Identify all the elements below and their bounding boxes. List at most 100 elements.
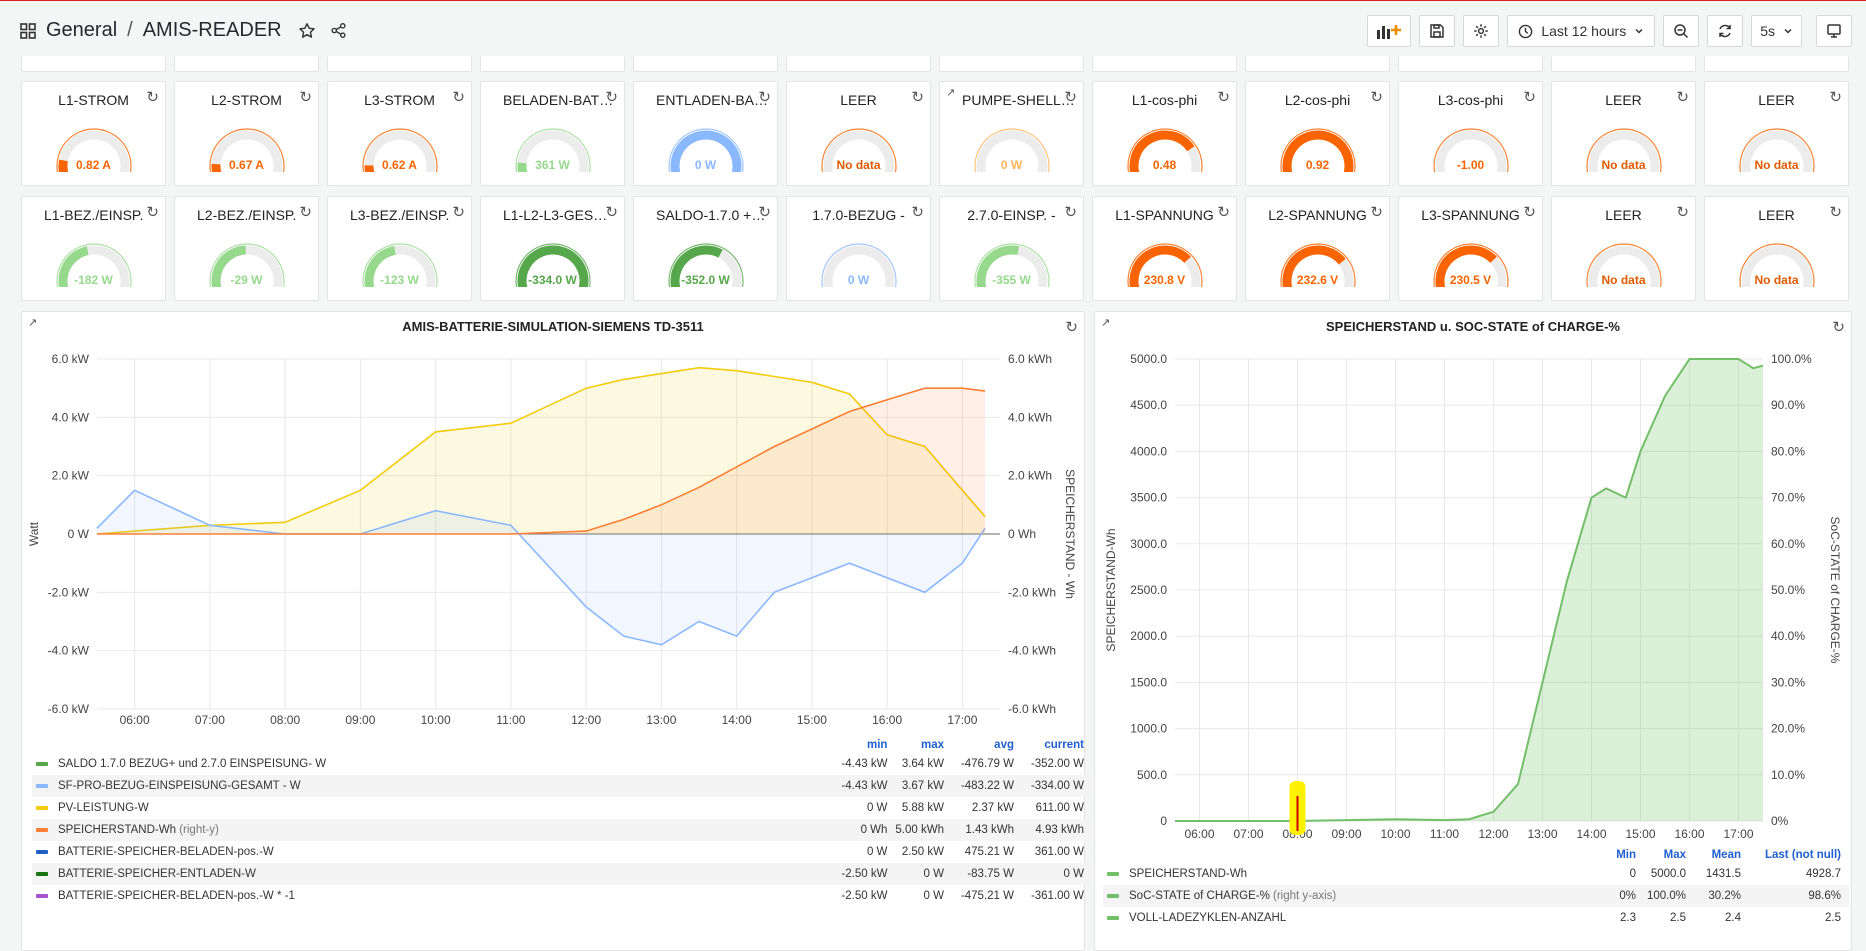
gauge-panel[interactable]: SALDO-1.7.0 +… ↻ -352.0 W bbox=[633, 196, 778, 301]
gauge-title[interactable]: BELADEN-BAT… bbox=[503, 92, 614, 108]
gauge-title[interactable]: LEER bbox=[1605, 92, 1642, 108]
refresh-interval-picker[interactable]: 5s bbox=[1751, 15, 1802, 47]
refresh-icon[interactable]: ↻ bbox=[1217, 89, 1230, 106]
refresh-icon[interactable]: ↻ bbox=[1523, 204, 1536, 221]
gauge-panel[interactable]: L3-cos-phi ↻ -1.00 bbox=[1398, 81, 1543, 186]
legend-column-header[interactable]: avg bbox=[994, 739, 1014, 751]
refresh-icon[interactable]: ↻ bbox=[1064, 204, 1077, 221]
legend-column-header[interactable]: max bbox=[920, 739, 944, 751]
series-color-swatch[interactable] bbox=[36, 871, 48, 876]
gauge-panel[interactable]: L2-SPANNUNG ↻ 232.6 V bbox=[1245, 196, 1390, 301]
gauge-title[interactable]: L1-SPANNUNG bbox=[1115, 207, 1214, 223]
refresh-icon[interactable]: ↻ bbox=[1523, 89, 1536, 106]
refresh-icon[interactable]: ↻ bbox=[1676, 204, 1689, 221]
legend-row[interactable]: SoC-STATE of CHARGE-% (right y-axis) 0% 10… bbox=[1103, 885, 1849, 907]
gauge-title[interactable]: L3-STROM bbox=[364, 92, 435, 108]
gauge-panel[interactable]: L1-cos-phi ↻ 0.48 bbox=[1092, 81, 1237, 186]
refresh-icon[interactable]: ↻ bbox=[1370, 204, 1383, 221]
dashboards-grid-icon[interactable] bbox=[20, 22, 36, 39]
gauge-panel[interactable]: BELADEN-BAT… ↻ 361 W bbox=[480, 81, 625, 186]
gauge-title[interactable]: L1-STROM bbox=[58, 92, 129, 108]
legend-row[interactable]: VOLL-LADEZYKLEN-ANZAHL 2.3 2.5 2.4 2.5 bbox=[1103, 907, 1849, 929]
dashboard-settings-button[interactable] bbox=[1463, 15, 1500, 47]
gauge-panel[interactable]: L3-SPANNUNG ↻ 230.5 V bbox=[1398, 196, 1543, 301]
gauge-title[interactable]: L2-BEZ./EINSP. bbox=[197, 207, 297, 223]
series-color-swatch[interactable] bbox=[36, 849, 48, 854]
refresh-icon[interactable]: ↻ bbox=[146, 89, 159, 106]
panel-title[interactable]: SPEICHERSTAND u. SOC-STATE of CHARGE-% bbox=[1326, 319, 1620, 334]
series-color-swatch[interactable] bbox=[36, 761, 48, 766]
view-mode-button[interactable] bbox=[1816, 15, 1852, 47]
gauge-title[interactable]: L3-SPANNUNG bbox=[1421, 207, 1520, 223]
gauge-title[interactable]: L3-BEZ./EINSP. bbox=[350, 207, 450, 223]
refresh-icon[interactable]: ↻ bbox=[299, 204, 312, 221]
legend-row[interactable]: PV-LEISTUNG-W 0 W 5.88 kW 2.37 kW 611.00 W bbox=[32, 797, 1092, 819]
gauge-panel[interactable]: L1-BEZ./EINSP. ↻ -182 W bbox=[21, 196, 166, 301]
external-link-icon[interactable]: ↗ bbox=[28, 317, 38, 329]
gauge-title[interactable]: PUMPE-SHELL… bbox=[962, 92, 1075, 108]
refresh-icon[interactable]: ↻ bbox=[911, 204, 924, 221]
series-color-swatch[interactable] bbox=[36, 805, 48, 810]
dashboard-title[interactable]: AMIS-READER bbox=[142, 19, 282, 41]
gauge-title[interactable]: L2-cos-phi bbox=[1284, 92, 1351, 108]
gauge-panel[interactable]: ↗ PUMPE-SHELL… ↻ 0 W bbox=[939, 81, 1084, 186]
legend-column-header[interactable]: Min bbox=[1616, 849, 1636, 861]
gauge-panel[interactable]: L1-SPANNUNG ↻ 230.8 V bbox=[1092, 196, 1237, 301]
refresh-icon[interactable]: ↻ bbox=[1065, 319, 1078, 336]
series-color-swatch[interactable] bbox=[36, 893, 48, 898]
gauge-panel[interactable]: LEER ↻ No data bbox=[1704, 81, 1849, 186]
gauge-title[interactable]: ENTLADEN-BA… bbox=[656, 92, 769, 108]
gauge-title[interactable]: L3-cos-phi bbox=[1437, 92, 1504, 108]
gauge-panel[interactable]: LEER ↻ No data bbox=[1551, 196, 1696, 301]
gauge-panel[interactable]: L2-cos-phi ↻ 0.92 bbox=[1245, 81, 1390, 186]
gauge-title[interactable]: L2-STROM bbox=[211, 92, 282, 108]
gauge-title[interactable]: L1-L2-L3-GES… bbox=[503, 207, 608, 223]
legend-column-header[interactable]: min bbox=[866, 739, 888, 751]
gauge-title[interactable]: SALDO-1.7.0 +… bbox=[656, 207, 766, 223]
battery-simulation-chart[interactable]: 06:00 07:00 08:00 09:00 10:00 11:00 12:00 13:00… bbox=[22, 312, 1086, 732]
refresh-icon[interactable]: ↻ bbox=[146, 204, 159, 221]
legend-column-header[interactable]: Last (not null) bbox=[1764, 849, 1841, 861]
add-panel-button[interactable] bbox=[1367, 15, 1412, 47]
gauge-title[interactable]: LEER bbox=[1605, 207, 1642, 223]
refresh-icon[interactable]: ↻ bbox=[758, 204, 771, 221]
refresh-dashboard-button[interactable] bbox=[1707, 15, 1744, 47]
gauge-panel[interactable]: 1.7.0-BEZUG - ↻ 0 W bbox=[786, 196, 931, 301]
legend-column-header[interactable]: current bbox=[1044, 739, 1084, 751]
refresh-icon[interactable]: ↻ bbox=[605, 204, 618, 221]
gauge-panel[interactable]: LEER ↻ No data bbox=[1704, 196, 1849, 301]
refresh-icon[interactable]: ↻ bbox=[452, 204, 465, 221]
refresh-icon[interactable]: ↻ bbox=[911, 89, 924, 106]
external-link-icon[interactable]: ↗ bbox=[946, 87, 956, 99]
series-color-swatch[interactable] bbox=[36, 783, 48, 788]
gauge-panel[interactable]: ENTLADEN-BA… ↻ 0 W bbox=[633, 81, 778, 186]
refresh-icon[interactable]: ↻ bbox=[1370, 89, 1383, 106]
gauge-panel[interactable]: L1-STROM ↻ 0.82 A bbox=[21, 81, 166, 186]
series-color-swatch[interactable] bbox=[1107, 893, 1119, 898]
legend-row[interactable]: SF-PRO-BEZUG-EINSPEISUNG-GESAMT - W -4.4… bbox=[32, 775, 1092, 797]
gauge-title[interactable]: L1-BEZ./EINSP. bbox=[44, 207, 144, 223]
legend-row[interactable]: SPEICHERSTAND-Wh (right-y) 0 Wh 5.00 kWh 1.… bbox=[32, 819, 1092, 841]
refresh-icon[interactable]: ↻ bbox=[1217, 204, 1230, 221]
external-link-icon[interactable]: ↗ bbox=[1101, 317, 1111, 329]
series-color-swatch[interactable] bbox=[1107, 871, 1119, 876]
legend-column-header[interactable]: Mean bbox=[1711, 849, 1741, 861]
gauge-title[interactable]: 2.7.0-EINSP. - bbox=[967, 207, 1056, 223]
gauge-panel[interactable]: L3-BEZ./EINSP. ↻ -123 W bbox=[327, 196, 472, 301]
gauge-panel[interactable]: 2.7.0-EINSP. - ↻ -355 W bbox=[939, 196, 1084, 301]
gauge-title[interactable]: LEER bbox=[1758, 92, 1795, 108]
gauge-panel[interactable]: L2-STROM ↻ 0.67 A bbox=[174, 81, 319, 186]
legend-row[interactable]: BATTERIE-SPEICHER-BELADEN-pos.-W 0 W 2.50… bbox=[32, 841, 1092, 863]
star-icon[interactable] bbox=[298, 22, 316, 40]
gauge-panel[interactable]: LEER ↻ No data bbox=[1551, 81, 1696, 186]
gauge-panel[interactable]: LEER ↻ No data bbox=[786, 81, 931, 186]
series-color-swatch[interactable] bbox=[1107, 915, 1119, 920]
zoom-out-button[interactable] bbox=[1663, 15, 1700, 47]
time-picker-button[interactable]: Last 12 hours bbox=[1507, 15, 1656, 47]
legend-row[interactable]: SPEICHERSTAND-Wh 0 5000.0 1431.5 4928.7 bbox=[1103, 863, 1849, 885]
speicherstand-soc-chart[interactable]: 06:0007:0008:0009:0010:0011:0012:0013:00… bbox=[1095, 312, 1853, 872]
gauge-panel[interactable]: L3-STROM ↻ 0.62 A bbox=[327, 81, 472, 186]
series-color-swatch[interactable] bbox=[36, 827, 48, 832]
share-icon[interactable] bbox=[330, 22, 347, 39]
refresh-icon[interactable]: ↻ bbox=[1829, 204, 1842, 221]
